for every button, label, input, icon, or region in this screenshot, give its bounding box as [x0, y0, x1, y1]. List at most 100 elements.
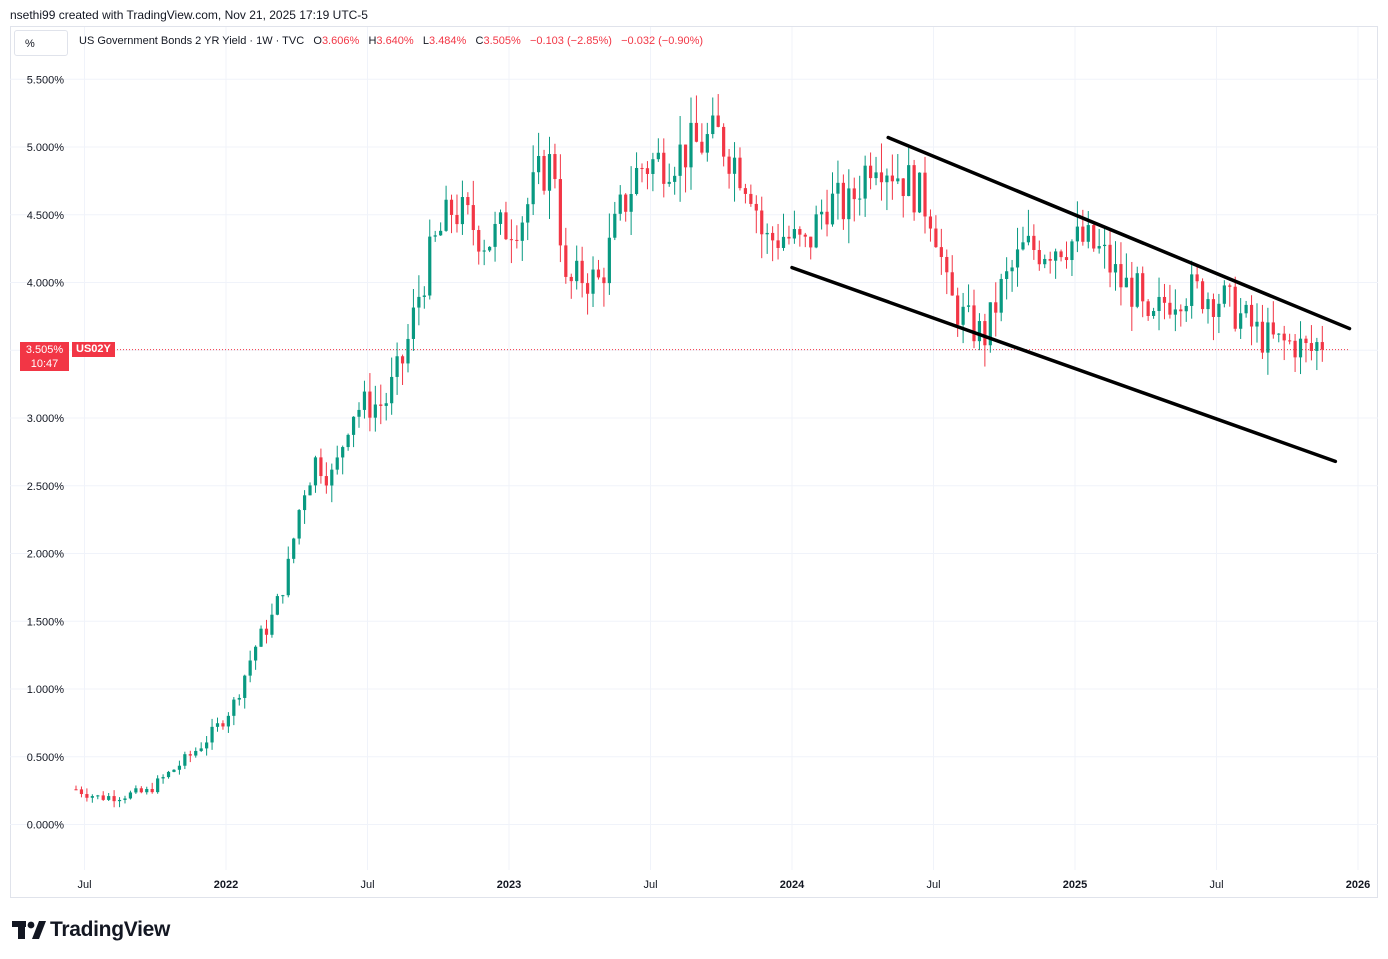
legend-close-value: 3.505%: [483, 35, 521, 47]
candle-body: [335, 457, 339, 470]
candle-body: [776, 240, 780, 248]
legend-open-label: O: [313, 35, 322, 47]
candle-body: [384, 403, 388, 406]
channel-lower-trendline[interactable]: [790, 265, 1338, 464]
last-price-value: 3.505%: [25, 344, 64, 356]
candle-body: [166, 771, 171, 778]
candle-body: [781, 236, 786, 248]
candle-body: [596, 269, 601, 278]
candle-body: [553, 154, 557, 180]
candle-body: [477, 230, 481, 252]
candle-body: [368, 391, 372, 418]
candle-body: [1092, 225, 1096, 249]
candle-body: [134, 788, 138, 793]
candle-body: [1309, 343, 1314, 351]
candle-body: [1010, 267, 1014, 272]
legend-low-label: L: [422, 35, 430, 47]
candle-body: [591, 269, 595, 294]
candle-body: [471, 205, 475, 231]
last-price-tag: 3.505% 10:47: [20, 342, 69, 371]
candle-body: [809, 236, 813, 248]
candle-body: [422, 295, 426, 297]
legend-close-label: C: [475, 35, 484, 47]
candle-body: [1304, 338, 1308, 344]
candle-body: [1195, 274, 1199, 282]
candle-body: [1244, 304, 1248, 314]
candle-body: [1179, 309, 1183, 312]
candle-body: [645, 168, 650, 174]
candle-body: [199, 748, 203, 751]
candle-body: [1146, 301, 1150, 316]
channel-upper-trendline[interactable]: [886, 135, 1352, 331]
candle-body: [580, 260, 584, 284]
candle-body: [1015, 249, 1020, 268]
candle-body: [613, 213, 617, 238]
candle-body: [1070, 241, 1074, 261]
chart-frame: [10, 26, 1378, 898]
candle-body: [1211, 299, 1216, 317]
candle-body: [90, 796, 94, 798]
y-tick-label: 2.500%: [27, 481, 65, 493]
candle-body: [1135, 273, 1139, 307]
candle-body: [667, 181, 671, 184]
candle-body: [896, 178, 900, 182]
candle-body: [351, 416, 356, 435]
candle-body: [428, 236, 432, 296]
candle-body: [156, 778, 160, 793]
candle-body: [357, 409, 361, 417]
candle-body: [1054, 251, 1058, 261]
candle-body: [1320, 342, 1324, 350]
unit-selector[interactable]: %: [14, 30, 68, 56]
candle-body: [602, 277, 606, 284]
candle-body: [874, 172, 878, 179]
candle-body: [847, 188, 851, 220]
y-tick-label: 0.000%: [27, 820, 65, 832]
candle-body: [814, 214, 818, 248]
candle-body: [270, 614, 274, 635]
candle-body: [117, 799, 122, 802]
candle-body: [504, 212, 508, 240]
candle-body: [711, 115, 715, 135]
candle-body: [297, 510, 301, 539]
candle-body: [302, 495, 307, 511]
legend-high-value: 3.640%: [376, 35, 414, 47]
candle-body: [1277, 333, 1281, 335]
y-axis-labels: 5.500%5.000%4.500%4.000%3.500%3.000%2.50…: [27, 74, 65, 831]
candle-body: [226, 715, 230, 727]
y-tick-label: 5.000%: [27, 142, 65, 154]
y-tick-label: 1.500%: [27, 616, 65, 628]
candle-body: [885, 175, 889, 183]
candle-body: [727, 156, 731, 174]
candle-body: [183, 754, 187, 766]
tradingview-logo-text: TradingView: [50, 918, 171, 941]
candle-body: [1168, 302, 1172, 315]
candle-body: [771, 232, 775, 241]
candle-body: [1151, 311, 1156, 316]
candle-body: [1021, 242, 1025, 250]
candle-body: [1282, 333, 1286, 341]
candle-body: [1108, 244, 1112, 273]
candle-body: [1048, 258, 1052, 261]
candle-body: [1037, 249, 1041, 265]
candle-body: [950, 272, 954, 296]
candle-body: [836, 182, 840, 194]
candle-body: [618, 194, 622, 214]
legend-change: −0.103 (−2.85%): [529, 35, 612, 47]
candle-body: [221, 723, 225, 727]
candle-body: [656, 152, 660, 160]
y-tick-label: 2.000%: [27, 549, 65, 561]
candle-body: [956, 295, 960, 325]
legend-symbol[interactable]: US Government Bonds 2 YR Yield · 1W · TV…: [79, 35, 305, 47]
candle-body: [341, 447, 345, 458]
candle-body: [1081, 226, 1085, 242]
candle-body: [868, 165, 873, 179]
candle-body: [569, 276, 573, 282]
candle-body: [694, 122, 699, 142]
candle-body: [999, 278, 1003, 313]
candle-body: [575, 260, 579, 282]
candle-body: [700, 141, 704, 153]
candle-body: [390, 376, 394, 404]
candle-body: [542, 155, 546, 191]
candle-body: [1217, 303, 1221, 317]
